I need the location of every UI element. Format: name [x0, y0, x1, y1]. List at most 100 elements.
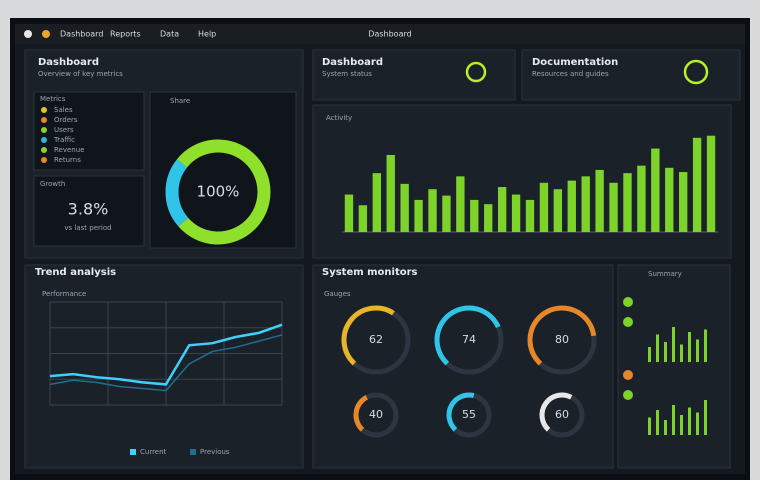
donut-title: Share [170, 97, 190, 105]
docs-panel [521, 49, 741, 101]
bar [386, 154, 395, 232]
mini-bar [648, 347, 651, 362]
bar-title: Activity [326, 114, 352, 122]
menu-item[interactable]: Reports [110, 30, 141, 39]
window-dot [42, 30, 50, 38]
legend-swatch [130, 449, 136, 455]
mini-bar [656, 410, 659, 435]
line-title: Performance [42, 290, 86, 298]
panel-subtitle: System status [322, 70, 372, 78]
legend: Previous [200, 448, 230, 456]
docs-icon[interactable] [683, 59, 709, 85]
mini-bar [648, 417, 651, 435]
gauge-label: 80 [555, 333, 569, 346]
item-name: Orders [54, 116, 78, 124]
gauge-arc [434, 305, 501, 366]
menu-item[interactable]: Data [160, 30, 179, 39]
line-series [49, 323, 283, 386]
line-panel [24, 264, 304, 469]
mini-bar [688, 407, 691, 435]
bar [692, 137, 702, 232]
list-title: Metrics [40, 95, 66, 103]
gauge-arc [539, 392, 573, 432]
gauge-arc [353, 395, 369, 432]
bar [651, 148, 660, 232]
stat-box [33, 175, 145, 247]
donut-slice [165, 159, 189, 227]
item-dot [41, 117, 47, 123]
gauge-arc [527, 305, 597, 366]
item-name: Revenue [54, 146, 85, 154]
bar [344, 194, 354, 232]
stat-value: 3.8% [68, 200, 109, 219]
gauge-title: Gauges [324, 290, 351, 298]
list-box [33, 91, 145, 171]
panel-subtitle: Resources and guides [532, 70, 609, 78]
stat-note: vs last period [64, 224, 111, 232]
bar [525, 199, 535, 232]
bar [581, 176, 590, 232]
bar [414, 199, 423, 232]
bar [456, 176, 465, 232]
mini-bar [696, 339, 699, 362]
window-title: Dashboard [368, 30, 411, 39]
bar [400, 183, 409, 232]
bar [595, 169, 604, 232]
title-bar [15, 24, 745, 44]
donut-slice [176, 139, 271, 245]
menu-item[interactable]: Dashboard [60, 30, 103, 39]
line-series [49, 334, 283, 392]
gauge-label: 62 [369, 333, 383, 346]
panel-title: Dashboard [38, 57, 99, 68]
mini-dot [623, 370, 633, 380]
stat-label: Growth [40, 180, 65, 188]
bar [609, 182, 618, 232]
panel-title: System monitors [322, 267, 418, 278]
item-dot [41, 127, 47, 133]
bar [553, 189, 563, 232]
bar [442, 195, 451, 232]
item-name: Returns [54, 156, 81, 164]
mini-dot [623, 297, 633, 307]
item-dot [41, 137, 47, 143]
mini-bar [672, 405, 675, 435]
item-dot [41, 107, 47, 113]
mini-bar [680, 415, 683, 435]
legend: Current [140, 448, 167, 456]
bar [372, 173, 381, 232]
mini-bar [704, 329, 707, 362]
mini-dot [623, 317, 633, 327]
bar [706, 135, 716, 232]
status-panel [312, 49, 516, 101]
panel-title: Trend analysis [35, 267, 116, 278]
gauge-label: 55 [462, 408, 476, 421]
mini-bar [680, 344, 683, 362]
mini-bar [696, 412, 699, 435]
panel-subtitle: Overview of key metrics [38, 70, 123, 78]
bar [637, 165, 646, 232]
menu-item[interactable]: Help [198, 30, 216, 39]
bar [484, 204, 493, 232]
bar [539, 182, 549, 232]
mini-bar [664, 342, 667, 362]
mini-dot [623, 390, 633, 400]
bar [428, 189, 437, 232]
bar [358, 205, 368, 232]
item-name: Traffic [53, 136, 75, 144]
donut-total: 100% [197, 183, 240, 201]
item-dot [41, 157, 47, 163]
item-dot [41, 147, 47, 153]
bar [665, 167, 674, 232]
mini-bar [688, 332, 691, 362]
legend-swatch [190, 449, 196, 455]
bar [497, 187, 507, 232]
mini-panel [617, 264, 731, 469]
bar [623, 173, 632, 232]
gauge-label: 60 [555, 408, 569, 421]
mini-bar [704, 400, 707, 435]
status-icon[interactable] [465, 61, 487, 83]
mini-bar [672, 327, 675, 362]
mini-bar [664, 420, 667, 435]
bar [679, 172, 688, 232]
